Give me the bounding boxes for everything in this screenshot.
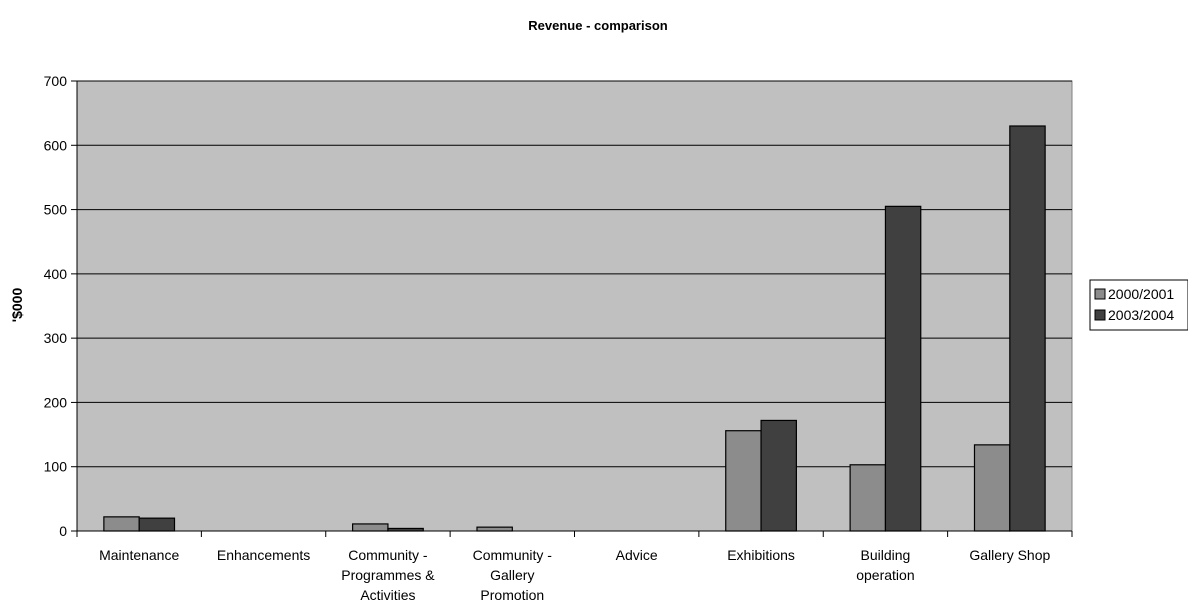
bar bbox=[760, 419, 797, 532]
x-tick-label: Exhibitions bbox=[727, 547, 795, 563]
y-tick-label: 0 bbox=[59, 523, 67, 539]
bar bbox=[1009, 125, 1046, 532]
y-tick-label: 200 bbox=[44, 394, 68, 410]
y-tick-label: 300 bbox=[44, 330, 68, 346]
y-tick-label: 500 bbox=[44, 202, 68, 218]
axes bbox=[71, 80, 1073, 537]
plot-area bbox=[76, 80, 1073, 532]
grid-lines bbox=[77, 80, 1072, 468]
bar bbox=[103, 516, 140, 532]
y-tick-label: 700 bbox=[44, 73, 68, 89]
x-tick-label: Gallery Shop bbox=[969, 547, 1050, 563]
x-tick-label: Community -Gallery Promotion bbox=[473, 547, 553, 603]
bar bbox=[725, 430, 762, 532]
x-tick-label: Maintenance bbox=[99, 547, 179, 563]
x-tick-labels: Maintenance Enhancements Community -Progra… bbox=[99, 547, 1050, 603]
x-tick-label: Building operation bbox=[856, 547, 914, 583]
bar bbox=[884, 205, 922, 532]
bar bbox=[352, 523, 389, 532]
legend-swatch bbox=[1094, 309, 1106, 321]
bar bbox=[849, 464, 887, 532]
y-tick-label: 100 bbox=[44, 459, 68, 475]
legend: 2000/2001 2003/2004 bbox=[1089, 279, 1188, 331]
legend-box bbox=[1089, 279, 1188, 331]
bar bbox=[138, 517, 176, 532]
bar bbox=[973, 444, 1011, 532]
y-tick-labels: 0 100 200 300 400 500 600 700 bbox=[44, 73, 68, 539]
x-tick-label: Community -Programmes & Activities bbox=[341, 547, 435, 603]
x-tick-label: Advice bbox=[616, 547, 658, 563]
legend-swatch bbox=[1094, 288, 1106, 300]
bar bbox=[476, 526, 513, 532]
y-axis-label: '$000 bbox=[9, 288, 25, 323]
legend-label: 2000/2001 bbox=[1108, 286, 1174, 302]
chart-title: Revenue - comparison bbox=[528, 18, 667, 33]
bars bbox=[103, 125, 1046, 532]
y-tick-label: 600 bbox=[44, 137, 68, 153]
y-tick-label: 400 bbox=[44, 266, 68, 282]
x-tick-label: Enhancements bbox=[217, 547, 310, 563]
legend-label: 2003/2004 bbox=[1108, 307, 1174, 323]
